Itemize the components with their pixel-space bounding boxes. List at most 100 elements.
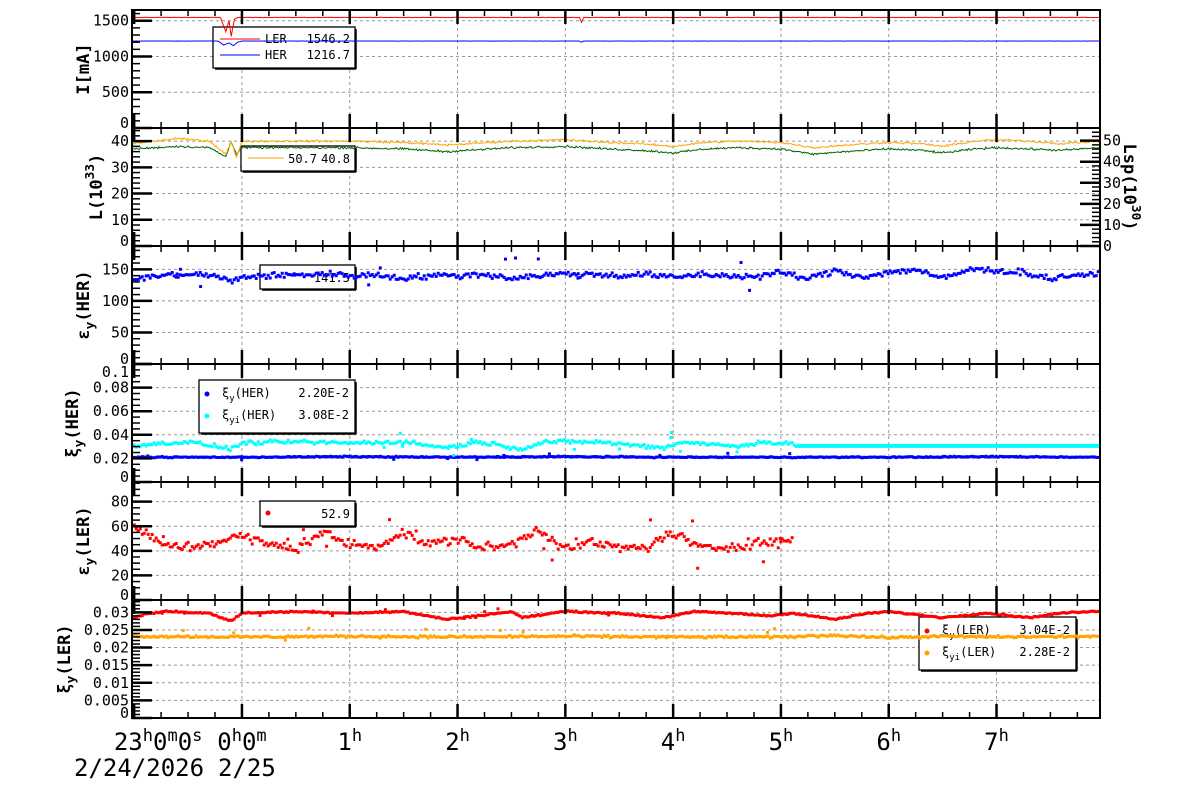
data-point	[684, 441, 688, 444]
data-point	[714, 635, 718, 639]
data-point	[754, 539, 758, 542]
data-point	[1068, 456, 1072, 459]
data-point	[464, 635, 468, 639]
data-point	[154, 443, 158, 447]
data-point	[752, 613, 756, 617]
data-point	[452, 635, 456, 638]
data-point	[932, 274, 936, 278]
data-point	[186, 611, 190, 615]
data-point	[658, 446, 662, 450]
data-point	[920, 613, 924, 617]
data-point	[1016, 267, 1020, 271]
data-point	[1034, 443, 1038, 448]
data-point	[840, 634, 844, 638]
data-point	[414, 275, 418, 279]
data-point	[656, 445, 660, 449]
data-point	[370, 455, 374, 459]
data-point	[1094, 274, 1098, 278]
data-point	[866, 635, 870, 639]
data-point	[748, 634, 752, 638]
data-point	[1040, 443, 1044, 448]
data-point	[1046, 612, 1050, 616]
data-point	[984, 611, 988, 615]
data-point	[242, 455, 246, 459]
y-tick-label: 150	[102, 260, 129, 278]
data-point	[1054, 443, 1058, 448]
data-point	[416, 272, 420, 276]
data-point	[848, 272, 852, 276]
data-point	[216, 274, 220, 278]
data-point	[358, 442, 362, 446]
data-point	[508, 634, 512, 637]
data-point	[650, 543, 654, 547]
data-point	[1050, 455, 1054, 459]
data-point	[310, 537, 314, 541]
data-point	[814, 615, 818, 619]
data-point	[944, 276, 948, 280]
data-point	[300, 635, 304, 639]
data-point	[806, 633, 810, 637]
data-point	[660, 616, 664, 620]
data-point	[200, 442, 204, 446]
data-point	[782, 539, 786, 543]
data-point	[1034, 274, 1038, 278]
data-point	[152, 441, 156, 445]
data-point	[594, 272, 598, 276]
data-point	[774, 537, 778, 541]
data-point	[332, 440, 336, 444]
data-point	[928, 455, 932, 459]
data-point	[503, 257, 507, 261]
data-point	[210, 445, 214, 449]
data-point	[186, 441, 190, 445]
data-point	[432, 455, 436, 459]
data-point	[246, 635, 250, 638]
data-point	[680, 612, 684, 616]
data-point	[178, 273, 182, 277]
data-point	[602, 611, 606, 615]
y-tick-label: 500	[102, 83, 129, 101]
data-point	[874, 611, 878, 615]
data-point	[370, 611, 374, 615]
data-point	[404, 536, 408, 540]
data-point	[188, 455, 192, 459]
data-point	[748, 455, 752, 459]
data-point	[470, 272, 474, 275]
data-point	[904, 443, 908, 448]
data-point	[352, 635, 356, 639]
data-point	[212, 272, 216, 276]
data-point	[752, 275, 756, 279]
data-point	[736, 635, 740, 639]
data-point	[190, 455, 194, 459]
data-point	[446, 543, 450, 547]
data-point	[624, 455, 628, 459]
data-point	[344, 544, 348, 548]
data-point	[412, 537, 416, 541]
data-point	[704, 636, 708, 640]
data-point	[856, 455, 860, 459]
data-point	[692, 609, 696, 613]
data-point	[254, 443, 258, 447]
y-axis-label-rest: (HER)	[74, 270, 94, 321]
data-point	[536, 529, 540, 533]
data-point	[202, 540, 206, 544]
data-point	[756, 634, 760, 638]
data-point	[250, 455, 254, 459]
data-point	[702, 273, 706, 277]
data-point	[964, 613, 968, 617]
data-point	[440, 539, 444, 543]
data-point	[162, 635, 166, 639]
data-point	[746, 444, 750, 448]
data-point	[416, 456, 420, 459]
data-point	[408, 531, 412, 535]
data-point	[140, 614, 144, 618]
data-point	[652, 634, 656, 638]
data-point	[296, 455, 300, 459]
data-point	[800, 635, 804, 639]
data-point	[202, 455, 206, 459]
data-point	[806, 443, 810, 448]
data-point	[284, 610, 288, 614]
data-point	[516, 448, 520, 452]
data-point	[372, 547, 376, 551]
data-point	[374, 548, 378, 552]
data-point	[158, 275, 162, 279]
